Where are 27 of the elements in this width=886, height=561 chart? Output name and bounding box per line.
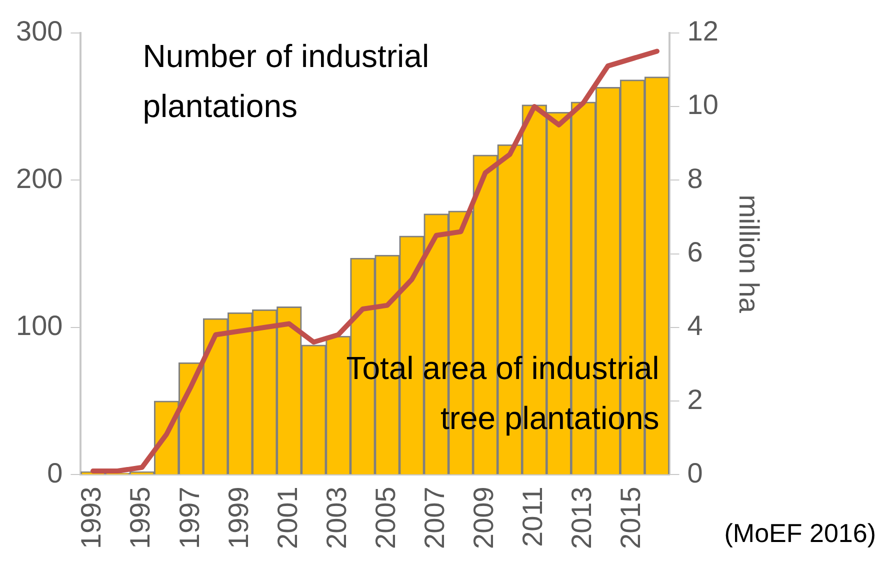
y2-tick-label: 6 (687, 236, 703, 268)
x-tick-label: 1997 (174, 486, 205, 550)
text: (MoEF 2016) (724, 518, 876, 549)
x-tick-label: 2013 (566, 486, 598, 550)
y2-tick-label: 4 (687, 310, 703, 342)
y-tick-label: 100 (16, 310, 63, 342)
x-tick-label: 2009 (468, 486, 500, 550)
y2-tick-label: 0 (687, 457, 703, 488)
x-tick-label: 1995 (124, 486, 156, 550)
y2-axis-title: million ha (733, 194, 764, 314)
y2-tick-label: 8 (687, 162, 703, 194)
x-tick-label: 2011 (517, 486, 548, 547)
x-tick-label: 2015 (615, 486, 646, 550)
annotation: Number of industrial plantations (142, 38, 430, 124)
y2-tick-label: 12 (687, 16, 718, 47)
x-tick-label: 1993 (76, 486, 107, 550)
y2-tick-label: 2 (687, 384, 703, 415)
y-tick-label: 0 (47, 457, 63, 488)
x-tick-label: 2005 (370, 486, 401, 550)
annotation: Total area of industrial tree plantations (346, 350, 660, 436)
x-tick-label: 2001 (272, 486, 303, 550)
y-tick-label: 200 (16, 162, 63, 194)
y-tick-label: 300 (16, 16, 63, 47)
y2-tick-label: 10 (687, 89, 718, 120)
x-tick-label: 1999 (222, 486, 254, 550)
x-tick-label: 2003 (320, 486, 352, 550)
x-tick-label: 2007 (419, 486, 450, 550)
